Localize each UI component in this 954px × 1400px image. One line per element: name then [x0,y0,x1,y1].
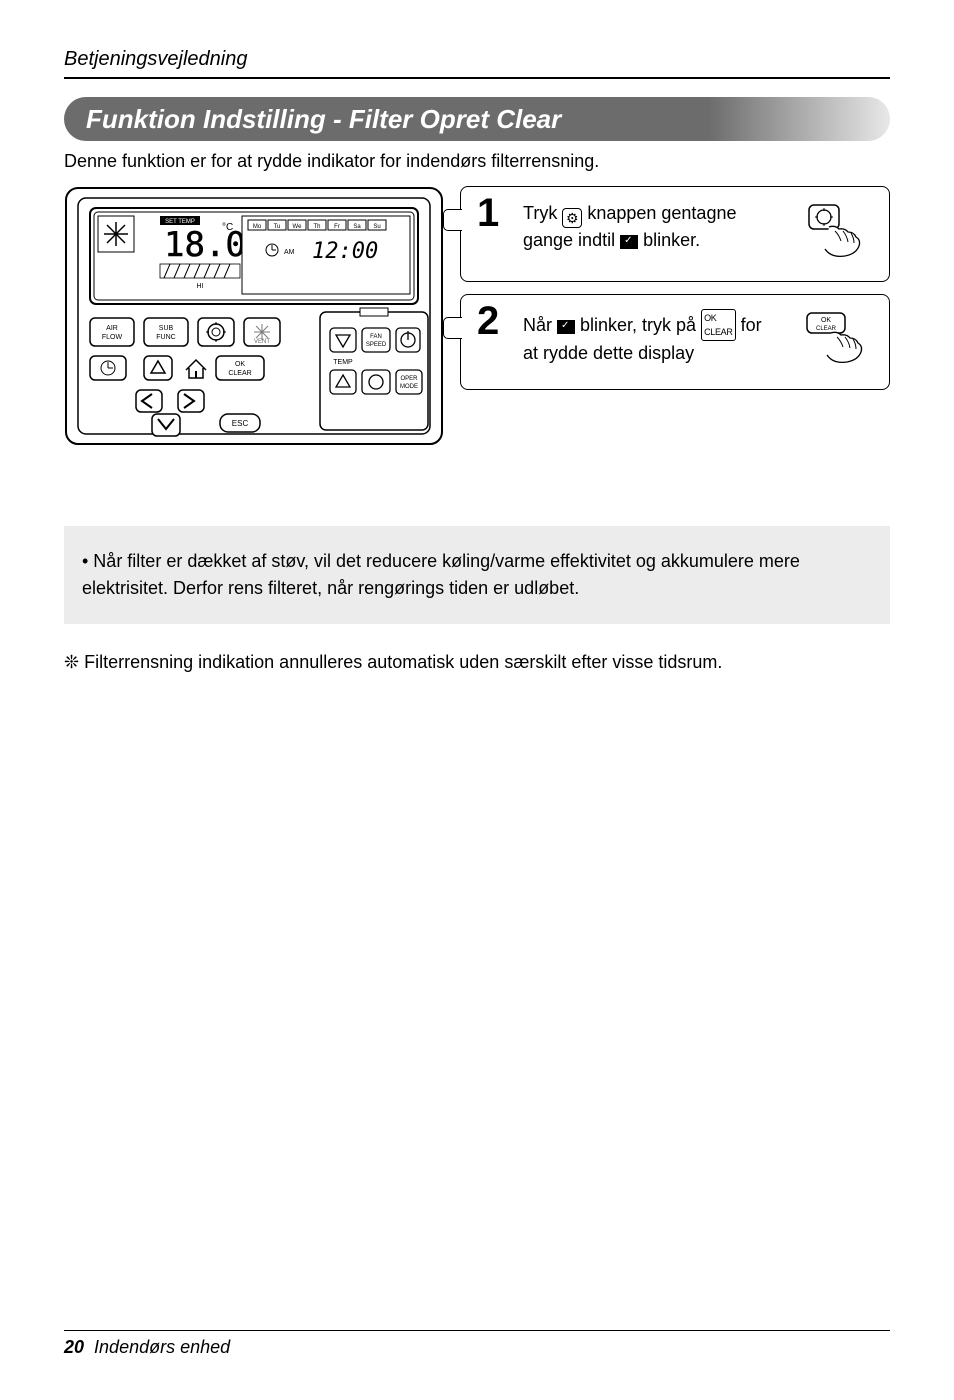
header-rule [64,77,890,79]
step-1: 1 Tryk ⚙ knappen gentagne gange indtil b… [460,186,890,282]
svg-text:FLOW: FLOW [102,334,123,341]
filter-icon [557,320,575,334]
svg-text:FAN: FAN [370,334,382,340]
step-2-text: Når blinker, tryk på OKCLEAR for at rydd… [523,309,797,366]
filter-icon [620,235,638,249]
svg-text:Mo: Mo [253,224,262,230]
remote-illustration: SET TEMP 18.0 °C HI [64,186,444,446]
gear-icon: ⚙ [562,208,582,228]
svg-text:Tu: Tu [274,224,281,230]
svg-text:VENT: VENT [254,339,270,345]
step-1-number: 1 [477,193,499,233]
svg-text:SPEED: SPEED [366,342,387,348]
svg-text:OPER: OPER [400,376,418,382]
svg-text:We: We [293,224,303,230]
svg-text:ESC: ESC [232,419,249,428]
step-2-number: 2 [477,301,499,341]
page-footer: 20 Indendørs enhed [64,1330,890,1358]
page-number: 20 [64,1337,84,1357]
svg-text:Fr: Fr [334,224,340,230]
svg-text:MODE: MODE [400,384,418,390]
svg-text:HI: HI [197,283,204,290]
note-block: • Når filter er dækket af støv, vil det … [64,526,890,624]
svg-text:SUB: SUB [159,325,174,332]
svg-text:CLEAR: CLEAR [816,326,837,332]
intro-text: Denne funktion er for at rydde indikator… [64,151,890,172]
svg-text:OK: OK [235,361,245,368]
svg-text:18.0: 18.0 [164,225,246,265]
svg-text:Su: Su [373,224,380,230]
svg-text:FUNC: FUNC [156,334,175,341]
ok-clear-icon: OKCLEAR [701,309,736,341]
step-2: 2 Når blinker, tryk på OKCLEAR for at ry… [460,294,890,390]
footer-label: Indendørs enhed [94,1337,230,1357]
running-head: Betjeningsvejledning [64,48,890,71]
section-title: Funktion Indstilling - Filter Opret Clea… [64,97,890,141]
hand-press-icon [805,201,875,261]
svg-text:12:00: 12:00 [312,239,378,264]
section-title-pill: Funktion Indstilling - Filter Opret Clea… [64,97,890,141]
svg-text:Sa: Sa [353,224,361,230]
step-1-text: Tryk ⚙ knappen gentagne gange indtil bli… [523,201,797,253]
svg-text:Th: Th [313,224,320,230]
svg-text:AIR: AIR [106,325,118,332]
svg-text:TEMP: TEMP [333,359,353,366]
svg-text:AM: AM [284,249,295,256]
svg-text:CLEAR: CLEAR [228,370,251,377]
svg-text:OK: OK [821,317,831,324]
hand-press-icon: OK CLEAR [805,309,875,369]
svg-text:°C: °C [222,222,233,233]
footnote-line: ❊ Filterrensning indikation annulleres a… [64,652,890,673]
